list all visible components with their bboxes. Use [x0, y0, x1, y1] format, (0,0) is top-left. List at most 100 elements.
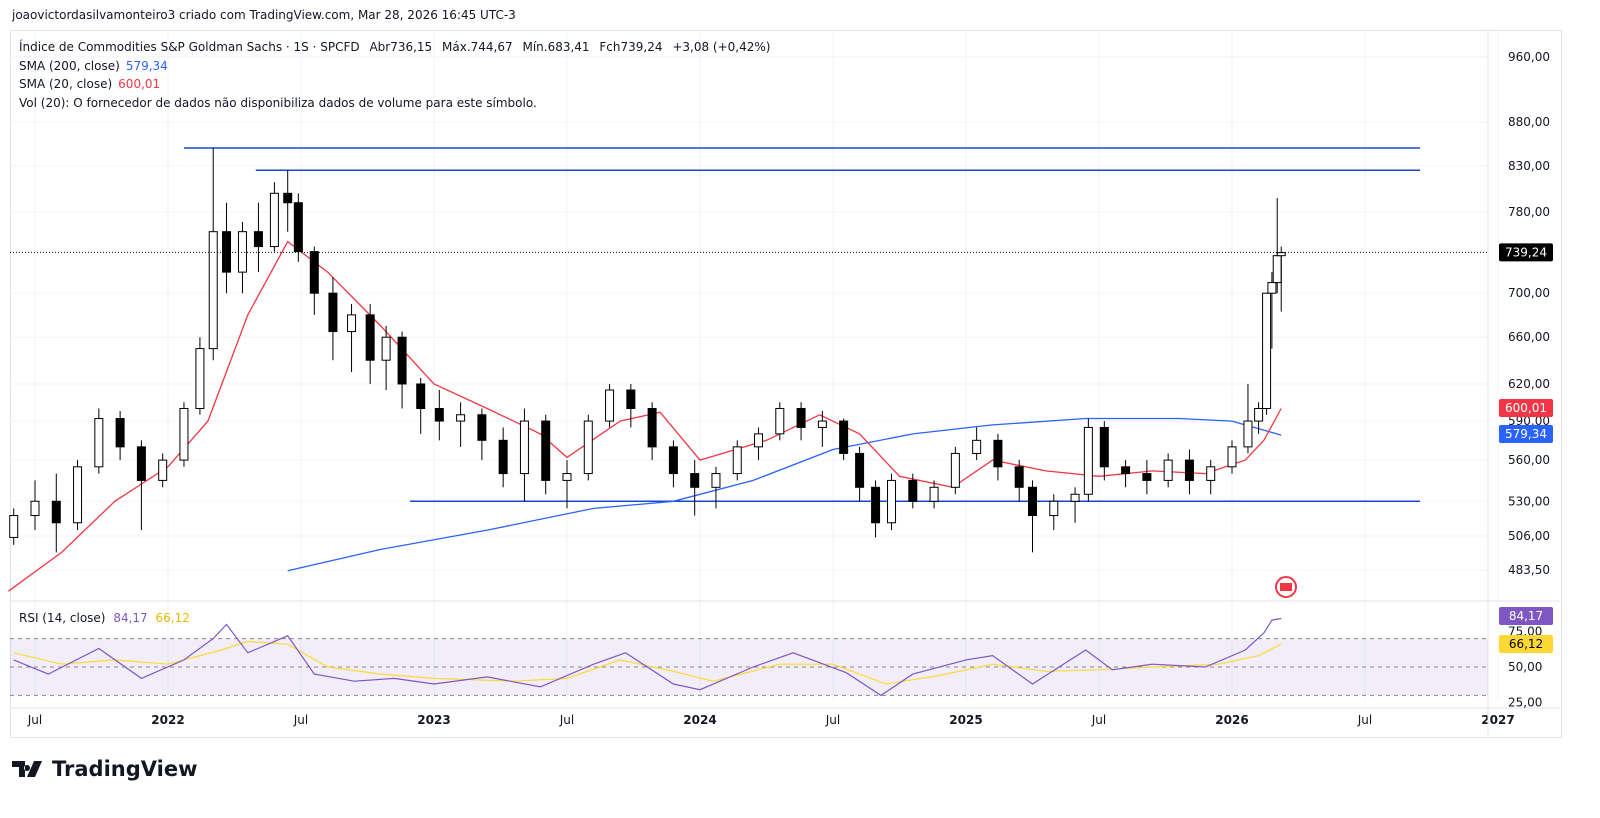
tradingview-logo-icon	[12, 761, 42, 777]
candle-body	[839, 420, 849, 454]
rsi-value: 84,17	[113, 611, 148, 625]
volume-note: Vol (20): O fornecedor de dados não disp…	[19, 95, 537, 110]
time-tick-label: Jul	[825, 713, 840, 727]
rsi-tick-label: 50,00	[1508, 660, 1542, 674]
symbol-name[interactable]: Índice de Commodities S&P Goldman Sachs …	[19, 40, 360, 54]
price-tick-label: 590,00	[1508, 414, 1550, 428]
candle-body	[381, 336, 391, 361]
chart-legend: Índice de Commodities S&P Goldman Sachs …	[19, 38, 770, 112]
candle-body	[30, 500, 40, 517]
candle-body	[416, 383, 426, 409]
candle-body	[732, 446, 742, 475]
rsi-tick-label: 25,00	[1508, 696, 1542, 710]
sma20-label[interactable]: SMA (20, close)	[19, 77, 113, 91]
time-tick-label: 2025	[949, 713, 982, 727]
price-tick-label: 620,00	[1508, 377, 1550, 391]
candle-body	[283, 192, 293, 204]
candle-body	[972, 439, 982, 454]
rsi-label[interactable]: RSI (14, close)	[19, 611, 106, 625]
time-tick-label: 2023	[417, 713, 450, 727]
candle-body	[583, 420, 593, 475]
candle-body	[1028, 486, 1037, 517]
rsi-tag: 84,17	[1509, 609, 1543, 623]
candle-body	[1267, 282, 1277, 294]
sma20-tag-bg	[1499, 399, 1553, 417]
rsi-ma-tag-bg	[1499, 635, 1553, 653]
last-price-tag: 739,24	[1505, 245, 1547, 259]
change-value: +3,08 (+0,42%)	[672, 40, 771, 54]
candle-body	[293, 202, 303, 253]
high-value: Máx.744,67	[442, 40, 513, 54]
candle-body	[1272, 255, 1282, 284]
price-tick-label: 483,50	[1508, 563, 1550, 577]
rsi-line	[13, 617, 1282, 697]
price-tick-label: 780,00	[1508, 205, 1550, 219]
candle-body	[115, 418, 125, 448]
time-tick-label: 2027	[1481, 713, 1514, 727]
candle-body	[195, 348, 205, 409]
us-flag-icon	[1280, 583, 1292, 591]
candle-body	[711, 473, 721, 488]
candle-body	[309, 251, 319, 294]
candle-body	[562, 473, 572, 481]
candle-body	[208, 231, 218, 350]
candle-body	[347, 314, 357, 333]
candle-body	[1227, 446, 1237, 468]
candle-body	[1206, 466, 1216, 481]
time-tick-label: Jul	[1091, 713, 1106, 727]
candle-body	[1276, 252, 1286, 257]
sma200-label[interactable]: SMA (200, close)	[19, 58, 120, 73]
candle-body	[456, 414, 466, 422]
candle-body	[365, 314, 375, 361]
sma20-tag: 600,01	[1505, 401, 1547, 415]
candle-body	[1070, 493, 1080, 502]
candle-body	[51, 500, 61, 524]
tradingview-logo[interactable]: TradingView	[12, 757, 197, 781]
rsi-ma-value: 66,12	[155, 611, 190, 625]
candle-body	[647, 407, 657, 448]
logo-text: TradingView	[52, 757, 198, 781]
candle-body	[626, 389, 636, 409]
candle-body	[605, 389, 615, 422]
candle-body	[9, 515, 19, 538]
candle-body	[1014, 466, 1024, 488]
price-tick-label: 700,00	[1508, 286, 1550, 300]
sma200-line	[287, 417, 1282, 572]
sma200-value: 579,34	[125, 58, 168, 73]
candle-body	[1243, 420, 1253, 448]
time-tick-label: 2024	[683, 713, 716, 727]
time-tick-label: Jul	[293, 713, 308, 727]
candle-body	[1083, 426, 1093, 495]
candle-body	[950, 452, 960, 488]
chart-attribution: joaovictordasilvamonteiro3 criado com Tr…	[12, 8, 516, 22]
candle-body	[179, 407, 189, 461]
price-tick-label: 530,00	[1508, 494, 1550, 508]
candle-body	[1262, 292, 1272, 409]
rsi-legend: RSI (14, close) 84,17 66,12	[19, 611, 190, 625]
candle-body	[1142, 473, 1152, 481]
candle-body	[136, 446, 146, 481]
candle-body	[1163, 459, 1173, 481]
rsi-ma-line	[13, 640, 1282, 685]
candle-body	[754, 433, 764, 448]
time-tick-label: 2026	[1215, 713, 1248, 727]
time-tick-label: 2022	[151, 713, 184, 727]
price-tick-label: 880,00	[1508, 115, 1550, 129]
candle-body	[993, 439, 1003, 468]
candle-body	[158, 459, 168, 481]
candle-body	[397, 336, 407, 385]
sma200-tag-bg	[1499, 425, 1553, 443]
candle-body	[1099, 426, 1109, 468]
candle-body	[796, 407, 806, 428]
candle-body	[1254, 407, 1264, 422]
time-tick-label: Jul	[1357, 713, 1372, 727]
candle-body	[519, 420, 529, 475]
candle-body	[775, 407, 785, 435]
rsi-tag-bg	[1499, 607, 1553, 625]
last-price-tag-bg	[1499, 243, 1553, 262]
rsi-ma-tag: 66,12	[1509, 637, 1543, 651]
sma20-value: 600,01	[118, 77, 161, 91]
price-tick-label: 660,00	[1508, 330, 1550, 344]
symbol-line: Índice de Commodities S&P Goldman Sachs …	[19, 38, 770, 57]
